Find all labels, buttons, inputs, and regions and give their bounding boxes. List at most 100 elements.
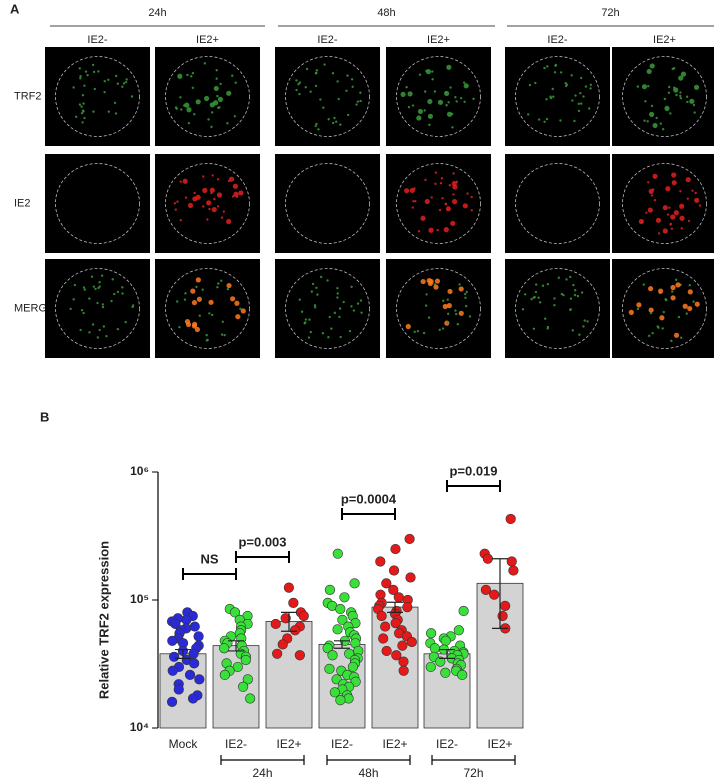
foci (658, 288, 664, 294)
group-label: 24h (252, 766, 272, 780)
foci (441, 196, 444, 200)
foci (360, 311, 363, 314)
foci (662, 228, 668, 234)
foci (687, 305, 693, 312)
foci (412, 200, 415, 203)
foci (82, 286, 86, 289)
foci (659, 122, 662, 125)
foci (446, 321, 450, 324)
foci (430, 196, 433, 199)
foci (81, 121, 84, 124)
data-point (167, 665, 178, 676)
foci (416, 330, 420, 333)
data-point (390, 617, 401, 629)
foci (438, 328, 441, 332)
foci (342, 300, 345, 304)
foci (569, 297, 573, 300)
foci (579, 76, 583, 80)
foci (667, 85, 671, 89)
foci (444, 202, 447, 206)
foci (694, 191, 697, 195)
foci (668, 206, 671, 209)
foci (463, 100, 466, 104)
foci (655, 217, 662, 223)
foci (73, 283, 77, 287)
data-point (240, 654, 251, 666)
foci (693, 111, 696, 114)
foci (105, 334, 108, 338)
foci (413, 187, 416, 190)
foci (121, 292, 124, 295)
nucleus-outline (165, 163, 250, 244)
foci (233, 115, 237, 118)
significance-bracket (182, 568, 237, 580)
foci (316, 293, 319, 296)
foci (103, 90, 106, 94)
foci (647, 181, 650, 184)
foci (195, 99, 201, 105)
foci (78, 103, 82, 106)
foci (186, 107, 192, 113)
foci (433, 284, 439, 290)
foci (103, 80, 106, 83)
foci (80, 308, 84, 312)
foci (338, 307, 342, 310)
foci (314, 124, 317, 128)
foci (674, 278, 678, 282)
foci (107, 78, 110, 81)
data-point (349, 578, 360, 589)
data-point (219, 643, 230, 654)
foci (562, 293, 565, 297)
foci (121, 85, 124, 88)
foci (179, 180, 182, 183)
foci (239, 307, 242, 311)
data-point (398, 656, 409, 667)
time-label: 72h (601, 7, 619, 19)
foci (323, 63, 326, 66)
y-tick-label: 10⁵ (130, 592, 149, 606)
data-point (457, 669, 468, 680)
foci (569, 308, 572, 311)
foci (184, 318, 191, 325)
foci (315, 286, 318, 289)
foci (420, 215, 426, 221)
foci (578, 333, 581, 336)
foci (216, 286, 219, 289)
panel-letter: A (10, 1, 20, 16)
foci (686, 197, 690, 200)
foci (211, 174, 214, 177)
foci (692, 103, 696, 107)
nucleus-outline (165, 268, 250, 349)
foci (333, 116, 336, 120)
data-point (425, 628, 437, 639)
foci (679, 94, 682, 98)
foci (647, 84, 650, 88)
foci (667, 91, 671, 94)
foci (440, 177, 444, 180)
data-point (378, 633, 389, 644)
foci (336, 80, 339, 83)
foci (549, 95, 552, 98)
foci (546, 282, 550, 286)
foci (96, 336, 100, 339)
data-point (187, 693, 199, 704)
column-label: IE2- (547, 34, 568, 46)
data-point (298, 610, 309, 622)
foci (69, 307, 72, 311)
foci (191, 323, 198, 329)
foci (537, 296, 540, 299)
error-bar (228, 640, 244, 652)
nucleus-outline (396, 56, 481, 137)
bar (212, 645, 260, 729)
foci (295, 79, 298, 82)
foci (83, 116, 86, 120)
foci (671, 172, 677, 178)
foci (195, 285, 198, 289)
foci (648, 307, 654, 313)
data-point (193, 631, 204, 642)
foci (552, 95, 555, 98)
foci (203, 95, 210, 102)
foci (455, 180, 459, 183)
foci (215, 77, 218, 80)
